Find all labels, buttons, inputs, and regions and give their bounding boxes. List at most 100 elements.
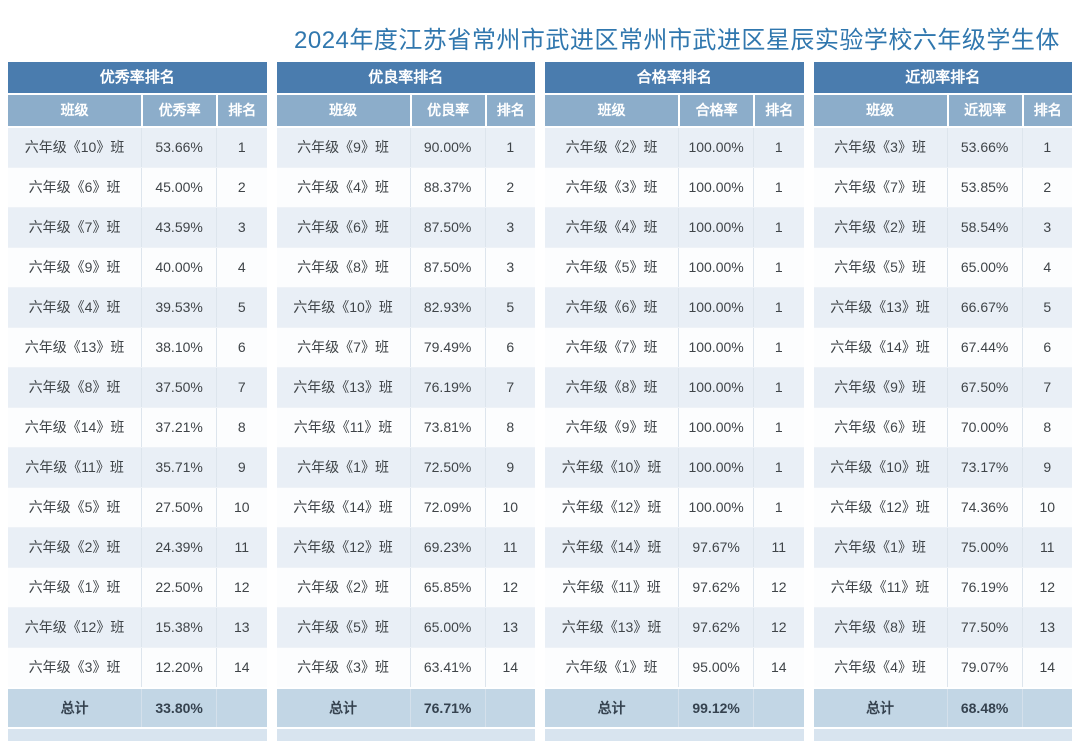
table-row: 六年级《10》班 73.17% 9 [813,447,1072,487]
rate-value-cell: 87.50% [409,208,485,247]
rate-value-cell: 97.67% [678,528,753,567]
total-value-cell: 68.48% [946,689,1022,727]
class-name-cell: 六年级《12》班 [830,499,930,515]
table-row: 六年级《4》班 39.53% 5 [8,287,267,327]
rate-value-cell: 79.07% [946,648,1022,687]
table-row: 六年级《2》班 58.54% 3 [813,207,1072,247]
table-row: 六年级《10》班 82.93% 5 [276,287,535,327]
rank-value-cell: 8 [1021,408,1072,447]
table-row: 六年级《8》班 37.50% 7 [8,367,267,407]
table-footer-strip [8,729,267,741]
rank-value-cell: 12 [216,568,266,607]
rank-value-cell: 14 [1021,648,1072,687]
class-name-cell: 六年级《4》班 [565,219,658,235]
rate-value-cell: 24.39% [141,528,216,567]
rank-value-cell: 11 [753,528,803,567]
rate-value-cell: 72.50% [409,448,485,487]
class-name-cell: 六年级《1》班 [297,459,389,475]
rate-value-cell: 22.50% [141,568,216,607]
table-total-row: 总计 68.48% [813,687,1072,727]
rank-value-cell: 11 [484,528,535,567]
rank-value-cell: 13 [216,608,266,647]
class-name-cell: 六年级《5》班 [28,499,121,515]
rank-value-cell: 10 [1021,488,1072,527]
rank-table-1: 优秀率排名 班级 优秀率 排名 六年级《10》班 53.66% 1 六年级《6》班 45.00%… [8,62,267,741]
table-row: 六年级《5》班 65.00% 13 [276,607,535,647]
rank-value-cell: 3 [484,208,535,247]
class-name-cell: 六年级《4》班 [297,179,389,195]
table-row: 六年级《11》班 97.62% 12 [545,567,804,607]
rank-value-cell: 1 [753,328,803,367]
class-name-cell: 六年级《1》班 [565,659,658,675]
rank-value-cell: 7 [1021,368,1072,407]
class-name-cell: 六年级《2》班 [565,139,658,155]
class-name-cell: 六年级《14》班 [293,499,393,515]
table-row: 六年级《9》班 67.50% 7 [813,367,1072,407]
tables-row: 优秀率排名 班级 优秀率 排名 六年级《10》班 53.66% 1 六年级《6》班 45.00%… [8,62,1072,741]
class-name-cell: 六年级《1》班 [834,539,926,555]
rate-value-cell: 67.50% [946,368,1022,407]
rate-value-cell: 72.09% [409,488,485,527]
rate-value-cell: 38.10% [141,328,216,367]
table-row: 六年级《4》班 88.37% 2 [276,167,535,207]
class-name-cell: 六年级《9》班 [28,259,121,275]
class-name-cell: 六年级《11》班 [562,579,661,595]
table-row: 六年级《11》班 76.19% 12 [813,567,1072,607]
class-name-cell: 六年级《8》班 [28,379,121,395]
rank-value-cell: 13 [1021,608,1072,647]
table-row: 六年级《14》班 37.21% 8 [8,407,267,447]
table-row: 六年级《12》班 74.36% 10 [813,487,1072,527]
class-name-cell: 六年级《8》班 [565,379,658,395]
total-rank-cell [216,689,266,727]
rank-value-cell: 12 [753,608,803,647]
rate-value-cell: 100.00% [678,128,753,167]
rank-value-cell: 7 [484,368,535,407]
class-name-cell: 六年级《14》班 [561,539,662,555]
rate-value-cell: 76.19% [946,568,1022,607]
rank-value-cell: 5 [1021,288,1072,327]
table-row: 六年级《14》班 72.09% 10 [276,487,535,527]
column-header-rate: 优良率 [409,95,485,126]
rate-value-cell: 82.93% [409,288,485,327]
rate-value-cell: 73.81% [409,408,485,447]
rank-value-cell: 5 [484,288,535,327]
rank-value-cell: 2 [1021,168,1072,207]
class-name-cell: 六年级《13》班 [293,379,393,395]
rank-value-cell: 9 [216,448,266,487]
column-header-rate: 优秀率 [141,95,216,126]
table-footer-strip [813,729,1072,741]
table-row: 六年级《5》班 100.00% 1 [545,247,804,287]
table-body: 六年级《2》班 100.00% 1 六年级《3》班 100.00% 1 六年级《4》班 100… [545,128,804,687]
table-row: 六年级《8》班 87.50% 3 [276,247,535,287]
rank-value-cell: 1 [753,288,803,327]
class-name-cell: 六年级《1》班 [28,579,121,595]
rate-value-cell: 39.53% [141,288,216,327]
class-name-cell: 六年级《5》班 [834,259,926,275]
class-name-cell: 六年级《3》班 [28,659,121,675]
class-name-cell: 六年级《10》班 [24,139,125,155]
class-name-cell: 六年级《7》班 [834,179,926,195]
table-title: 优秀率排名 [8,62,267,93]
rate-value-cell: 53.66% [946,128,1022,167]
rate-value-cell: 27.50% [141,488,216,527]
rate-value-cell: 75.00% [946,528,1022,567]
table-row: 六年级《6》班 100.00% 1 [545,287,804,327]
class-name-cell: 六年级《2》班 [28,539,121,555]
total-label-cell: 总计 [329,700,358,716]
rate-value-cell: 15.38% [141,608,216,647]
table-footer-strip [276,729,535,741]
rank-value-cell: 2 [216,168,266,207]
rate-value-cell: 79.49% [409,328,485,367]
rate-value-cell: 77.50% [946,608,1022,647]
class-name-cell: 六年级《8》班 [834,619,926,635]
rank-value-cell: 1 [753,168,803,207]
rank-value-cell: 14 [216,648,266,687]
rank-value-cell: 10 [216,488,266,527]
rate-value-cell: 53.85% [946,168,1022,207]
class-name-cell: 六年级《7》班 [28,219,121,235]
rate-value-cell: 100.00% [678,288,753,327]
rank-value-cell: 1 [753,488,803,527]
rate-value-cell: 97.62% [678,568,753,607]
rank-value-cell: 14 [484,648,535,687]
table-row: 六年级《8》班 100.00% 1 [545,367,804,407]
